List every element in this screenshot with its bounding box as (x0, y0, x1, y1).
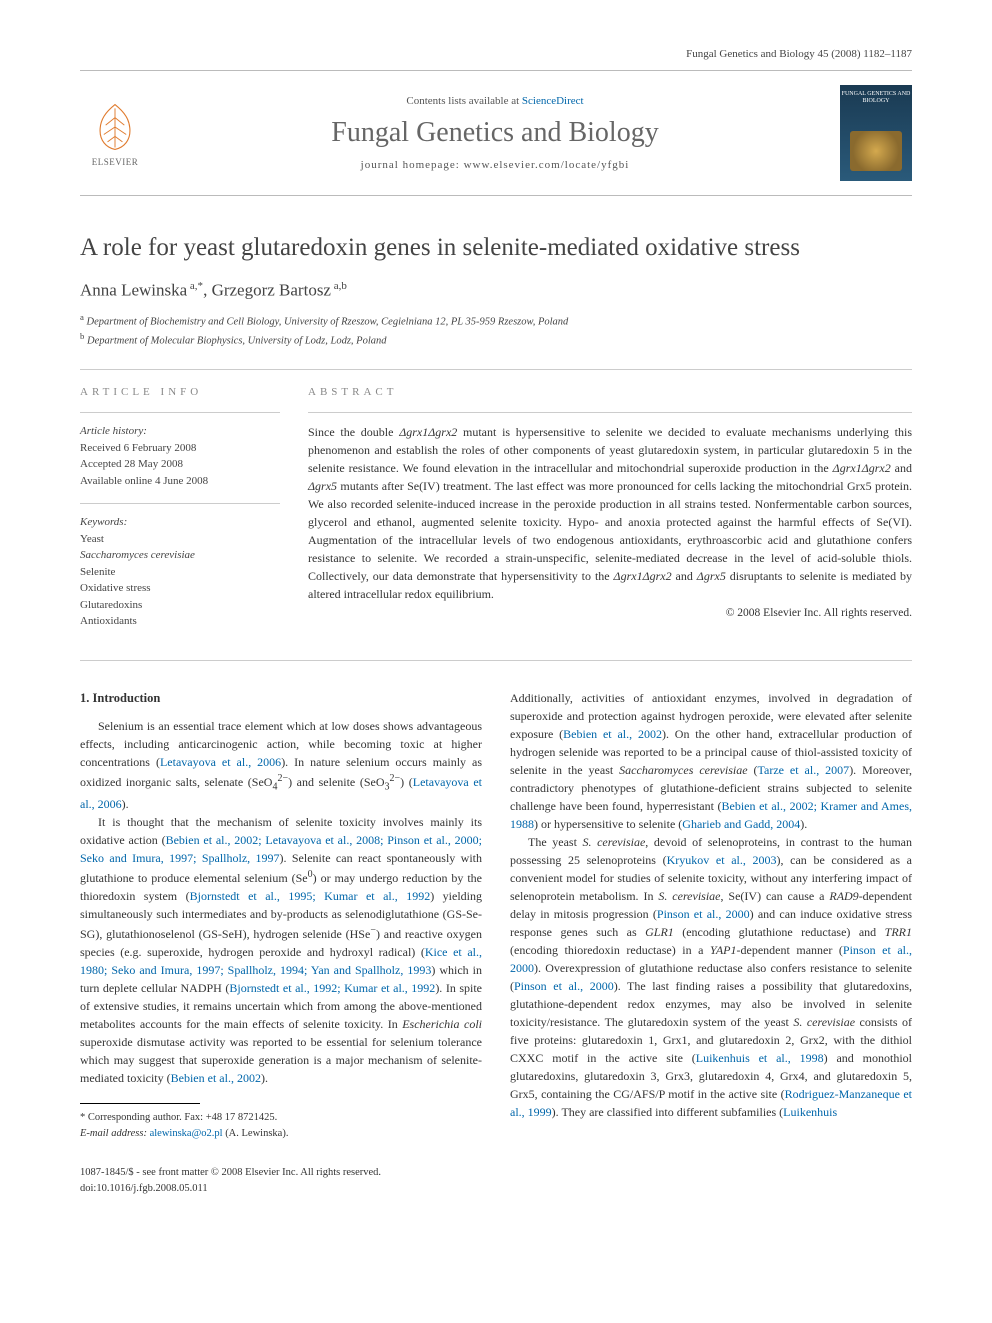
authors: Anna Lewinska a,*, Grzegorz Bartosz a,b (80, 280, 912, 301)
author-2-affil: a,b (331, 280, 347, 292)
footer: 1087-1845/$ - see front matter © 2008 El… (80, 1165, 912, 1197)
article-history: Article history: Received 6 February 200… (80, 423, 280, 489)
ref-link[interactable]: Bebien et al., 2002 (171, 1071, 261, 1085)
sciencedirect-link[interactable]: ScienceDirect (522, 95, 584, 107)
intro-para-3: Additionally, activities of antioxidant … (510, 689, 912, 833)
divider (80, 369, 912, 370)
ref-link[interactable]: Pinson et al., 2000 (657, 907, 750, 921)
keyword: Yeast (80, 531, 280, 548)
journal-header: ELSEVIER Contents lists available at Sci… (80, 70, 912, 196)
abstract-text: Since the double Δgrx1Δgrx2 mutant is hy… (308, 423, 912, 603)
intro-para-4: The yeast S. cerevisiae, devoid of selen… (510, 833, 912, 1121)
email-line: E-mail address: alewinska@o2.pl (A. Lewi… (80, 1126, 482, 1142)
ref-link[interactable]: Bjornstedt et al., 1992; Kumar et al., 1… (229, 981, 435, 995)
received-date: Received 6 February 2008 (80, 440, 280, 457)
header-center: Contents lists available at ScienceDirec… (150, 95, 840, 171)
header-citation: Fungal Genetics and Biology 45 (2008) 11… (80, 48, 912, 60)
article-info-column: ARTICLE INFO Article history: Received 6… (80, 386, 280, 644)
ref-link[interactable]: Pinson et al., 2000 (514, 979, 614, 993)
accepted-date: Accepted 28 May 2008 (80, 456, 280, 473)
author-1-affil: a,* (187, 280, 203, 292)
keywords-label: Keywords: (80, 514, 280, 531)
homepage-prefix: journal homepage: (361, 159, 464, 171)
author-2: Grzegorz Bartosz (212, 281, 331, 300)
history-label: Article history: (80, 423, 280, 440)
body-divider (80, 660, 912, 661)
abstract-copyright: © 2008 Elsevier Inc. All rights reserved… (308, 607, 912, 619)
corresponding-author: * Corresponding author. Fax: +48 17 8721… (80, 1110, 482, 1126)
ref-link[interactable]: Tarze et al., 2007 (758, 763, 850, 777)
affiliations: a Department of Biochemistry and Cell Bi… (80, 311, 912, 350)
publisher-name: ELSEVIER (92, 157, 139, 167)
keyword: Selenite (80, 564, 280, 581)
abstract-label: ABSTRACT (308, 386, 912, 398)
keywords-block: Keywords: Yeast Saccharomyces cerevisiae… (80, 514, 280, 630)
intro-heading: 1. Introduction (80, 689, 482, 708)
keyword: Oxidative stress (80, 580, 280, 597)
ref-link[interactable]: Luikenhuis (783, 1105, 837, 1119)
body-column-right: Additionally, activities of antioxidant … (510, 689, 912, 1142)
online-date: Available online 4 June 2008 (80, 473, 280, 490)
info-abstract-row: ARTICLE INFO Article history: Received 6… (80, 386, 912, 644)
ref-link[interactable]: Gharieb and Gadd, 2004 (682, 817, 800, 831)
elsevier-logo: ELSEVIER (80, 93, 150, 173)
footnote-separator (80, 1103, 200, 1104)
affiliation-a: a Department of Biochemistry and Cell Bi… (80, 311, 912, 330)
affiliation-b: b Department of Molecular Biophysics, Un… (80, 330, 912, 349)
cover-thumb-image (850, 131, 902, 171)
intro-para-2: It is thought that the mechanism of sele… (80, 813, 482, 1087)
homepage-line: journal homepage: www.elsevier.com/locat… (150, 159, 840, 171)
intro-para-1: Selenium is an essential trace element w… (80, 717, 482, 812)
page: Fungal Genetics and Biology 45 (2008) 11… (0, 0, 992, 1237)
ref-link[interactable]: Rodriguez-Manzaneque et al., 1999 (510, 1087, 912, 1119)
email-label: E-mail address: (80, 1128, 147, 1139)
email-person: (A. Lewinska). (225, 1128, 288, 1139)
ref-link[interactable]: Letavayova et al., 2006 (160, 755, 281, 769)
keyword: Glutaredoxins (80, 597, 280, 614)
contents-prefix: Contents lists available at (406, 95, 521, 107)
keyword: Antioxidants (80, 613, 280, 630)
cover-thumb-title: FUNGAL GENETICS AND BIOLOGY (840, 85, 912, 105)
ref-link[interactable]: Kice et al., 1980; Seko and Imura, 1997;… (80, 945, 482, 977)
doi-line: doi:10.1016/j.fgb.2008.05.011 (80, 1181, 381, 1197)
ref-link[interactable]: Luikenhuis et al., 1998 (696, 1051, 824, 1065)
abstract-column: ABSTRACT Since the double Δgrx1Δgrx2 mut… (308, 386, 912, 644)
body-columns: 1. Introduction Selenium is an essential… (80, 689, 912, 1142)
issn-line: 1087-1845/$ - see front matter © 2008 El… (80, 1165, 381, 1181)
contents-available-line: Contents lists available at ScienceDirec… (150, 95, 840, 107)
journal-cover-thumbnail: FUNGAL GENETICS AND BIOLOGY (840, 85, 912, 181)
ref-link[interactable]: Bjornstedt et al., 1995; Kumar et al., 1… (190, 889, 431, 903)
tree-icon (87, 99, 143, 155)
abstract-divider (308, 412, 912, 413)
footer-left: 1087-1845/$ - see front matter © 2008 El… (80, 1165, 381, 1197)
article-info-label: ARTICLE INFO (80, 386, 280, 398)
email-link[interactable]: alewinska@o2.pl (150, 1128, 223, 1139)
ref-link[interactable]: Bebien et al., 2002; Letavayova et al., … (80, 833, 482, 865)
keyword: Saccharomyces cerevisiae (80, 547, 280, 564)
ref-link[interactable]: Bebien et al., 2002 (563, 727, 662, 741)
info-divider-2 (80, 503, 280, 504)
journal-title: Fungal Genetics and Biology (150, 117, 840, 149)
body-column-left: 1. Introduction Selenium is an essential… (80, 689, 482, 1142)
info-divider (80, 412, 280, 413)
author-1: Anna Lewinska (80, 281, 187, 300)
article-title: A role for yeast glutaredoxin genes in s… (80, 234, 912, 262)
ref-link[interactable]: Kryukov et al., 2003 (667, 853, 777, 867)
homepage-url: www.elsevier.com/locate/yfgbi (464, 159, 630, 171)
